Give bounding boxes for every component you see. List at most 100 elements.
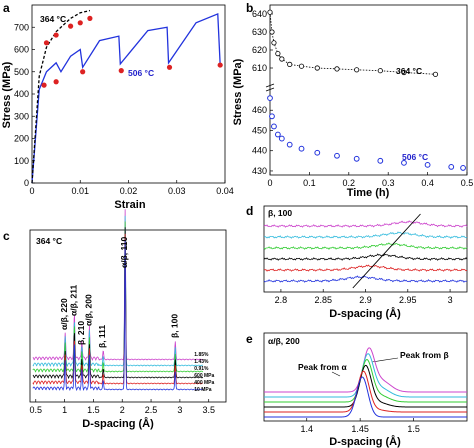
- panel-d-xtick-label: 2.9: [359, 295, 372, 305]
- panel-a-xtick-label: 0.03: [168, 186, 186, 196]
- panel-c-peak-label: β, 100: [169, 314, 179, 338]
- panel-d-label: d: [246, 204, 253, 218]
- panel-c-legend-entry: 400 MPa: [194, 380, 214, 386]
- panel-a-relaxation-point: [118, 68, 124, 74]
- panel-a-relaxation-point: [80, 69, 86, 75]
- panel-b-xtick-label: 0.1: [303, 178, 316, 188]
- panel-e-ann-beta: Peak from β: [400, 350, 449, 360]
- panel-b-point-364: [279, 56, 285, 62]
- panel-a-ytick-label: 200: [14, 134, 29, 144]
- panel-b-point-364: [269, 29, 275, 35]
- panel-b-point-506: [314, 149, 321, 156]
- panel-b-point-364: [401, 69, 407, 76]
- panel-b-xtick-label: 0.4: [421, 178, 434, 188]
- panel-b-point-506: [353, 155, 360, 162]
- panel-e-series-0: [264, 347, 467, 393]
- panel-c-xtick-label: 1.5: [87, 405, 100, 415]
- panel-b-point-364: [267, 9, 273, 15]
- panel-a-frame: [31, 4, 226, 184]
- panel-c-peak-label: β, 111: [97, 325, 107, 348]
- panel-b-ylabel: Stress (MPa): [232, 58, 244, 125]
- panel-a-xtick-label: 0.04: [216, 186, 234, 196]
- panel-d-xtick-label: 2.95: [399, 295, 417, 305]
- panel-d-series-2: [263, 242, 468, 250]
- panel-e: e α/β, 200 Peak from α Peak from β 1.4 1.…: [246, 332, 468, 448]
- panel-c-xtick-label: 3: [177, 405, 182, 415]
- panel-d-series-0: [263, 220, 468, 228]
- panel-b-ann-506: 506 °C: [402, 152, 428, 162]
- panel-c-legend-entry: 1.85%: [194, 352, 209, 358]
- panel-c-legend-entry: 0.91%: [194, 366, 209, 372]
- panel-b-ytick-label: 460: [252, 105, 267, 115]
- panel-e-xtick-label: 1.45: [351, 424, 369, 434]
- panel-c-peak-label: α/β, 211: [68, 285, 78, 316]
- panel-c-legend-entry: 10 MPa: [194, 387, 211, 393]
- panel-e-arrow-beta: [371, 357, 399, 363]
- panel-a-relaxation-point: [53, 32, 59, 38]
- panel-b-ytick-label: 640: [252, 9, 267, 19]
- panel-c-xtick-label: 2: [120, 405, 125, 415]
- panel-d-series-5: [263, 275, 468, 283]
- panel-a-relaxation-point: [68, 23, 74, 29]
- panel-b-point-506: [460, 165, 466, 171]
- panel-a-series-506: [31, 12, 221, 184]
- panel-d-trend-line: [352, 213, 421, 289]
- panel-b-point-506: [448, 164, 455, 170]
- panel-c-peak-label: β, 210: [76, 321, 86, 345]
- panel-b-point-364: [334, 66, 340, 72]
- panel-b-point-506: [271, 123, 277, 130]
- panel-a-ann-506: 506 °C: [128, 68, 154, 78]
- panel-b-series-364-line: [269, 12, 436, 75]
- panel-a-relaxation-point: [41, 82, 47, 88]
- panel-e-arrow-alpha: [331, 371, 341, 377]
- panel-e-ann-alpha: Peak from α: [298, 362, 347, 372]
- panel-c-xtick-label: 3.5: [202, 405, 215, 415]
- panel-a-xlabel: Strain: [114, 199, 145, 211]
- panel-c: c 364 °C 0.5 1 1.5 2 2.5 3 3.5 α/β, 220 α/β, 21…: [3, 209, 227, 430]
- panel-c-xtick-label: 0.5: [30, 405, 43, 415]
- panel-e-label: e: [246, 332, 253, 346]
- panel-a-relaxation-point: [77, 20, 83, 26]
- panel-b-frame: [269, 4, 468, 176]
- panel-d-xlabel: D-spacing (Å): [329, 307, 401, 320]
- panel-e-series-3: [264, 364, 467, 408]
- panel-c-temp: 364 °C: [36, 236, 62, 246]
- panel-a-ann-364: 364 °C: [40, 14, 66, 24]
- panel-a-ytick-label: 100: [14, 156, 29, 166]
- panel-e-title: α/β, 200: [268, 336, 300, 346]
- panel-b-point-506: [377, 157, 384, 164]
- panel-a-ytick-label: 500: [14, 67, 29, 77]
- panel-a-xtick-label: 0: [29, 186, 34, 196]
- panel-b-point-364: [432, 71, 439, 77]
- panel-b-xlabel: Time (h): [347, 187, 390, 199]
- panel-b-point-364: [377, 68, 383, 74]
- panel-b-point-506: [278, 135, 285, 142]
- panel-c-label: c: [3, 229, 10, 243]
- panel-b-point-364: [287, 61, 293, 68]
- panel-e-series-5: [264, 376, 467, 418]
- panel-d-title: β, 100: [268, 208, 292, 218]
- panel-e-frame: [263, 332, 468, 422]
- panel-e-xlabel: D-spacing (Å): [329, 435, 401, 448]
- panel-b-point-506: [334, 152, 340, 159]
- panel-a-ytick-label: 0: [24, 178, 29, 188]
- panel-b-label: b: [246, 1, 253, 15]
- panel-a-xtick-label: 0.01: [71, 186, 89, 196]
- panel-c-xlabel: D-spacing (Å): [82, 417, 154, 430]
- panel-e-series-1: [264, 353, 467, 398]
- panel-d-frame: [263, 205, 468, 293]
- panel-b-point-506: [298, 145, 305, 152]
- panel-b-point-506: [274, 131, 281, 138]
- panel-b-point-364: [298, 63, 305, 69]
- panel-a-ylabel: Stress (MPa): [1, 61, 13, 128]
- panel-b-ytick-label: 630: [252, 27, 267, 37]
- panel-b: b 0 0.1 0.2 0.3 0.4 0.5 610 620 630 640 430 440 450 4…: [232, 1, 473, 199]
- panel-b-point-506: [401, 159, 407, 166]
- panel-b-ytick-label: 430: [252, 166, 267, 176]
- panel-c-frame: [29, 229, 227, 403]
- panel-a-relaxation-point: [53, 79, 59, 85]
- panel-e-xtick-label: 1.5: [407, 424, 420, 434]
- panel-b-ytick-label: 440: [252, 146, 267, 156]
- panel-a-relaxation-point: [217, 62, 223, 68]
